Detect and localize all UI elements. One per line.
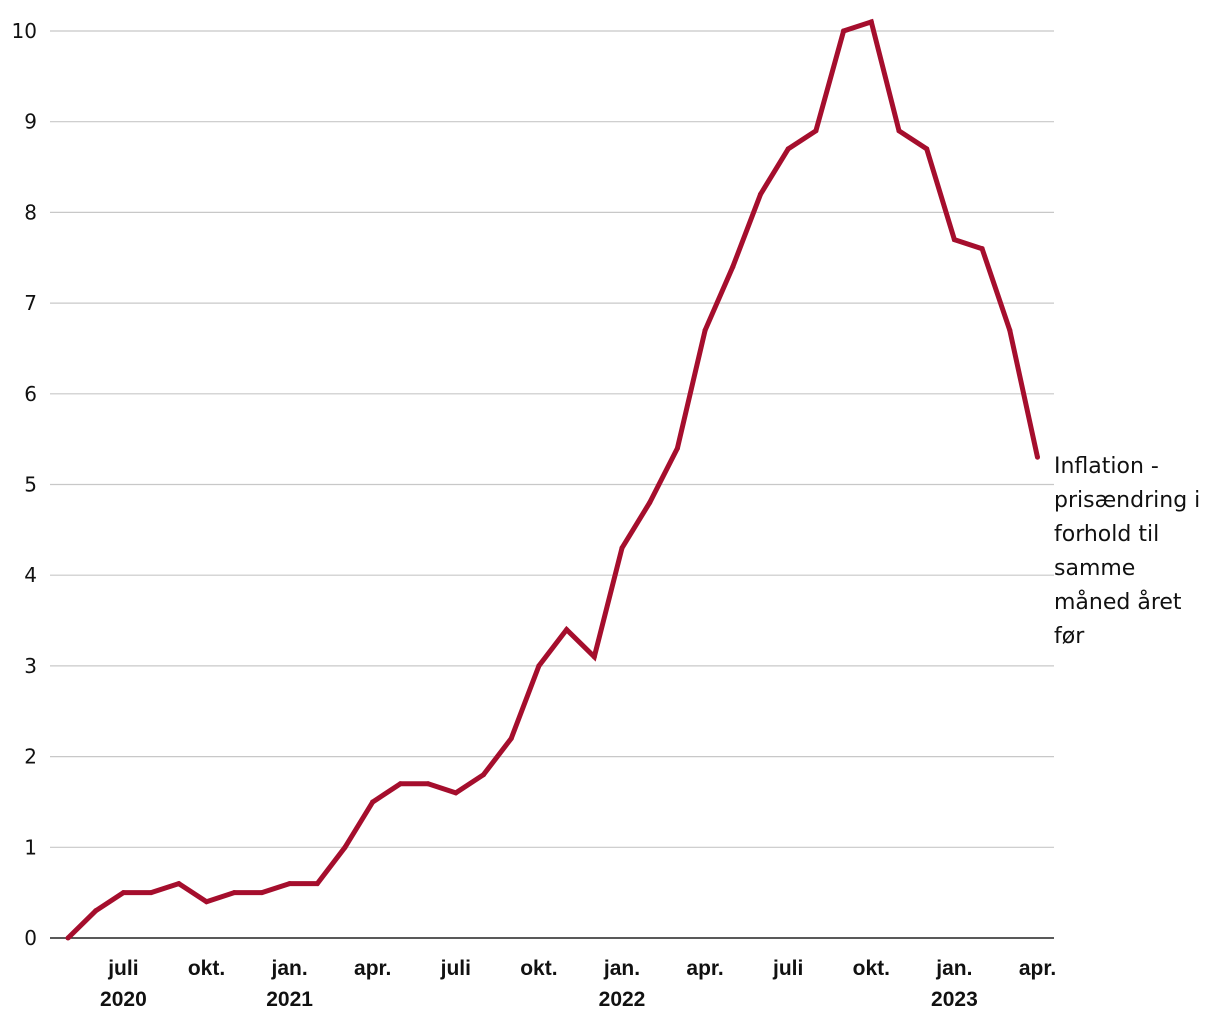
data-point bbox=[868, 19, 874, 25]
data-point bbox=[120, 890, 126, 896]
y-tick-label-5: 5 bbox=[24, 473, 37, 497]
data-point bbox=[813, 128, 819, 134]
data-point bbox=[758, 191, 763, 197]
data-point bbox=[259, 890, 265, 896]
y-tick-label-8: 8 bbox=[24, 200, 37, 224]
data-point bbox=[370, 799, 376, 805]
x-tick-label-3: apr. bbox=[354, 957, 391, 980]
data-point bbox=[951, 237, 957, 243]
data-point bbox=[342, 844, 348, 850]
y-tick-label-10: 10 bbox=[12, 19, 37, 43]
x-tick-label-2: jan. bbox=[271, 957, 308, 980]
x-tick-label-0-year: 2020 bbox=[100, 988, 147, 1011]
data-point bbox=[176, 881, 182, 887]
data-point bbox=[93, 908, 99, 914]
data-point bbox=[1007, 327, 1013, 333]
x-tick-label-6: jan. bbox=[603, 957, 640, 980]
data-point bbox=[287, 881, 293, 887]
y-tick-label-6: 6 bbox=[24, 382, 37, 406]
data-point bbox=[536, 663, 542, 669]
data-point bbox=[924, 146, 930, 152]
data-point bbox=[674, 445, 680, 451]
grid-lines bbox=[50, 30, 1054, 848]
x-tick-label-4: juli bbox=[440, 957, 471, 980]
data-point bbox=[702, 327, 708, 333]
data-point bbox=[1035, 454, 1040, 460]
data-point bbox=[397, 781, 403, 787]
x-tick-label-1: okt. bbox=[188, 957, 225, 980]
data-point bbox=[231, 890, 237, 896]
x-tick-label-7: apr. bbox=[686, 957, 723, 980]
y-tick-label-7: 7 bbox=[24, 291, 37, 315]
data-point bbox=[65, 935, 71, 941]
x-tick-label-10-year: 2023 bbox=[931, 988, 978, 1011]
y-tick-label-1: 1 bbox=[24, 835, 37, 859]
x-tick-label-0: juli bbox=[107, 957, 138, 980]
y-axis: 0 1 2 3 4 5 6 7 8 9 10 bbox=[12, 19, 37, 950]
y-tick-label-2: 2 bbox=[24, 745, 37, 769]
x-tick-label-8: juli bbox=[772, 957, 803, 980]
data-point bbox=[785, 146, 791, 152]
y-tick-label-4: 4 bbox=[24, 563, 37, 587]
data-point bbox=[148, 890, 154, 896]
data-point bbox=[481, 772, 486, 778]
data-point bbox=[591, 654, 597, 660]
series-line-0 bbox=[66, 18, 1040, 940]
x-tick-label-9: okt. bbox=[853, 957, 890, 980]
x-tick-label-2-year: 2021 bbox=[266, 988, 313, 1011]
data-point bbox=[564, 627, 570, 633]
x-tick-label-6-year: 2022 bbox=[599, 988, 646, 1011]
x-tick-label-11: apr. bbox=[1019, 957, 1056, 980]
x-tick-label-10: jan. bbox=[935, 957, 972, 980]
data-point bbox=[979, 246, 985, 252]
data-point bbox=[453, 790, 459, 796]
data-point bbox=[204, 899, 209, 905]
series-label: Inflation - prisændring i forhold til sa… bbox=[1054, 454, 1201, 649]
data-point bbox=[896, 128, 902, 134]
y-tick-label-9: 9 bbox=[24, 110, 37, 134]
data-point bbox=[730, 264, 736, 270]
data-point bbox=[647, 500, 653, 506]
data-point bbox=[425, 781, 431, 787]
data-point bbox=[314, 881, 320, 887]
data-point bbox=[841, 28, 847, 34]
y-tick-label-0: 0 bbox=[24, 926, 37, 950]
data-point bbox=[619, 545, 625, 551]
series-group bbox=[65, 18, 1040, 941]
data-point bbox=[508, 735, 514, 741]
y-tick-label-3: 3 bbox=[24, 654, 37, 678]
x-axis: juli 2020 okt. jan. 2021 apr. juli okt. jan. 2022… bbox=[100, 957, 1056, 1011]
x-tick-label-5: okt. bbox=[520, 957, 557, 980]
